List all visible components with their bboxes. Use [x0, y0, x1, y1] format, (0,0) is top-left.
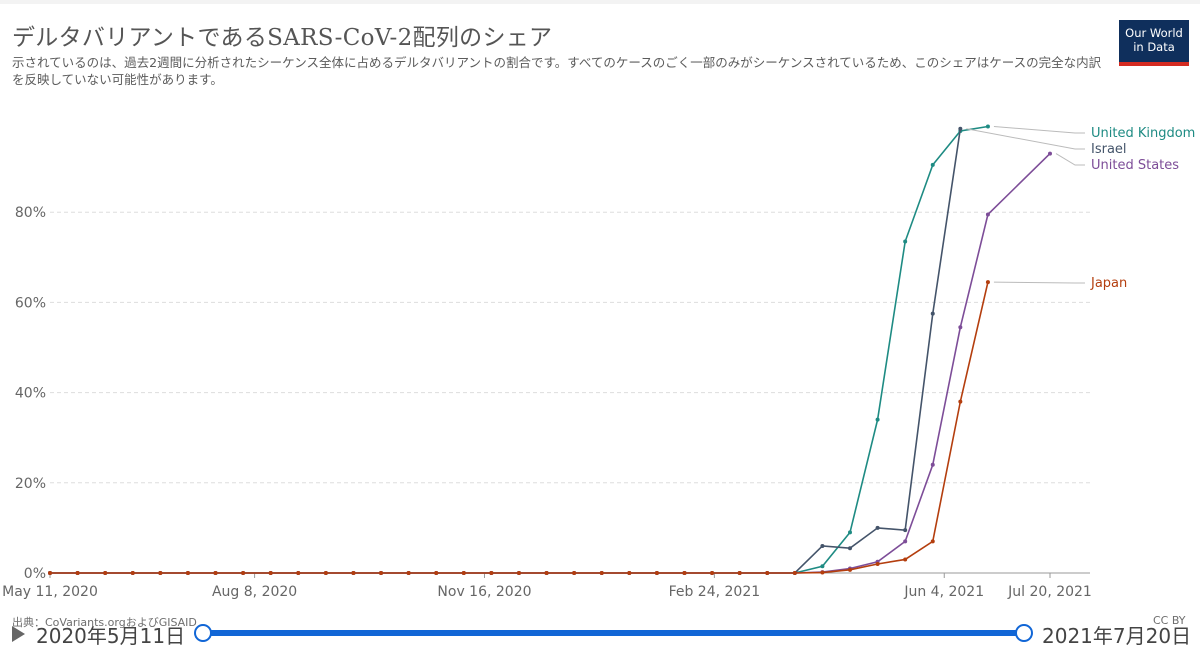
legend-connector: [966, 128, 1085, 150]
data-point[interactable]: [75, 571, 80, 575]
data-point[interactable]: [848, 567, 852, 572]
series-line[interactable]: [50, 128, 962, 574]
chart-subtitle: 示されているのは、過去2週間に分析されたシーケンス全体に占めるデルタバリアントの…: [12, 55, 1102, 87]
data-point[interactable]: [958, 126, 963, 131]
chart-title: デルタバリアントであるSARS-CoV-2配列のシェア: [12, 25, 553, 51]
source-note[interactable]: 出典：CoVariants.orgおよびGISAID: [12, 616, 197, 629]
gridlines: [50, 211, 1090, 574]
data-point[interactable]: [875, 417, 880, 422]
data-point[interactable]: [820, 564, 825, 569]
data-point[interactable]: [903, 539, 908, 544]
data-point[interactable]: [434, 571, 439, 575]
data-point[interactable]: [682, 571, 687, 575]
data-point[interactable]: [654, 571, 659, 575]
timeline-track[interactable]: [202, 630, 1024, 636]
data-point[interactable]: [985, 212, 990, 217]
data-point[interactable]: [875, 561, 880, 566]
y-tick-label: 60%: [15, 295, 46, 311]
y-tick-label: 0%: [24, 566, 46, 582]
data-point[interactable]: [903, 239, 908, 244]
data-point[interactable]: [930, 162, 935, 167]
x-axis-ticks: May 11, 2020 Aug 8, 2020 Nov 16, 2020 Feb 2…: [2, 573, 1092, 600]
data-point[interactable]: [848, 546, 852, 551]
legend-label[interactable]: United States: [1091, 158, 1179, 173]
data-point[interactable]: [903, 528, 908, 533]
data-point[interactable]: [130, 571, 135, 575]
data-point[interactable]: [489, 571, 494, 575]
data-point[interactable]: [710, 571, 715, 575]
play-icon[interactable]: [12, 626, 25, 642]
data-point[interactable]: [985, 124, 990, 129]
legend-connector: [993, 126, 1085, 134]
data-point[interactable]: [958, 399, 963, 404]
series-line[interactable]: [50, 125, 989, 574]
data-point[interactable]: [461, 571, 466, 575]
timeline-slider[interactable]: 2020年5月11日 2021年7月20日: [0, 618, 1200, 648]
series-lines: [48, 124, 1052, 575]
license-link[interactable]: CC BY: [1153, 614, 1186, 627]
series-line[interactable]: [50, 281, 989, 574]
top-rule: [0, 0, 1200, 4]
data-point[interactable]: [903, 557, 908, 562]
data-point[interactable]: [185, 571, 190, 575]
legend-connector: [1055, 153, 1085, 166]
data-point[interactable]: [792, 571, 797, 575]
timeline-end-label: 2021年7月20日: [1042, 624, 1192, 648]
x-tick-label: Jul 20, 2021: [1007, 584, 1092, 600]
timeline-end-handle[interactable]: [1015, 624, 1033, 642]
data-point[interactable]: [379, 571, 384, 575]
data-point[interactable]: [848, 530, 852, 535]
x-tick-label: Jun 4, 2021: [903, 584, 984, 600]
x-tick-label: Aug 8, 2020: [212, 584, 297, 600]
data-point[interactable]: [351, 571, 356, 575]
data-point[interactable]: [48, 571, 52, 575]
y-tick-label: 20%: [15, 476, 46, 492]
x-tick-label: May 11, 2020: [2, 584, 98, 600]
data-point[interactable]: [820, 570, 825, 575]
data-point[interactable]: [627, 571, 632, 575]
data-point[interactable]: [1048, 151, 1052, 156]
y-tick-label: 80%: [15, 205, 46, 221]
data-point[interactable]: [958, 325, 963, 330]
series-line[interactable]: [50, 152, 1051, 574]
data-point[interactable]: [516, 571, 521, 575]
data-point[interactable]: [103, 571, 108, 575]
data-point[interactable]: [599, 571, 604, 575]
y-tick-label: 40%: [15, 386, 46, 402]
data-point[interactable]: [820, 543, 825, 548]
data-point[interactable]: [875, 525, 880, 530]
x-tick-label: Feb 24, 2021: [669, 584, 761, 600]
line-chart: 0% 20% 40% 60% 80% May 11, 2020 Aug 8, 2020 No…: [2, 124, 1195, 600]
data-point[interactable]: [544, 571, 549, 575]
data-point[interactable]: [241, 571, 246, 575]
data-point[interactable]: [406, 571, 411, 575]
legend-label[interactable]: Israel: [1091, 142, 1127, 157]
data-point[interactable]: [268, 571, 273, 575]
data-point[interactable]: [323, 571, 328, 575]
data-point[interactable]: [930, 462, 935, 467]
data-point[interactable]: [930, 539, 935, 544]
data-point[interactable]: [296, 571, 301, 575]
timeline-start-handle[interactable]: [194, 624, 212, 642]
data-point[interactable]: [765, 571, 770, 575]
legend-label[interactable]: United Kingdom: [1091, 126, 1195, 141]
owid-logo[interactable]: Our World in Data: [1119, 20, 1189, 66]
data-point[interactable]: [572, 571, 577, 575]
y-axis-ticks: 0% 20% 40% 60% 80%: [15, 205, 46, 582]
timeline-start-label: 2020年5月11日: [36, 624, 186, 648]
data-point[interactable]: [930, 311, 935, 316]
x-tick-label: Nov 16, 2020: [437, 584, 531, 600]
data-point[interactable]: [213, 571, 218, 575]
data-point[interactable]: [985, 280, 990, 285]
data-point[interactable]: [158, 571, 163, 575]
legend-connector: [993, 281, 1085, 284]
legend-label[interactable]: Japan: [1090, 276, 1127, 291]
data-point[interactable]: [737, 571, 742, 575]
